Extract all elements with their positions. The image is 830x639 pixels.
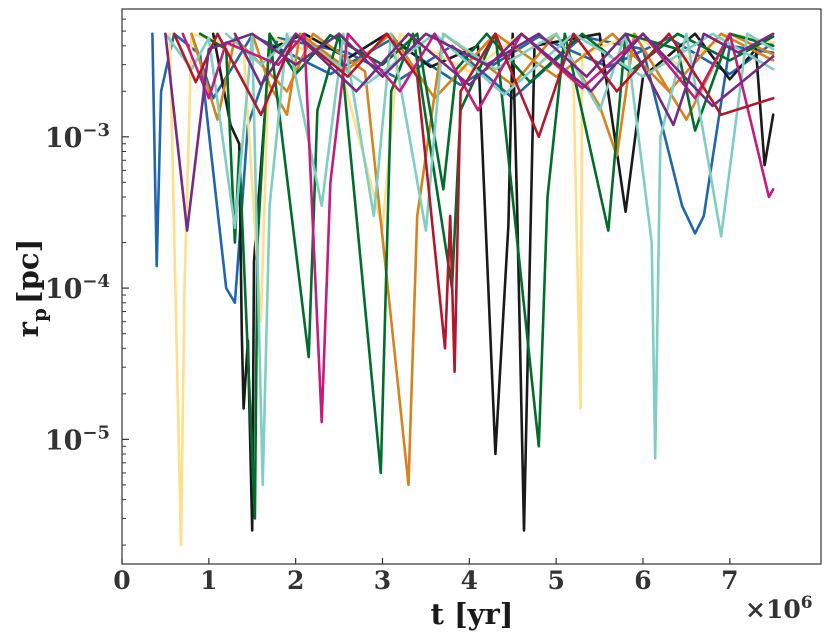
- x-tick-label: 6: [634, 566, 651, 595]
- y-tick-label: 10−3: [45, 120, 110, 154]
- y-axis-title-subscript: p: [27, 308, 51, 322]
- series-line-10: [224, 32, 775, 96]
- series-line-14: [233, 32, 775, 108]
- x-multiplier-exponent: 6: [801, 593, 813, 613]
- y-tick-label: 10−5: [45, 422, 110, 456]
- series-line-3: [211, 32, 775, 532]
- x-tick-label: 7: [721, 566, 738, 595]
- y-tick-exponent: −4: [82, 271, 110, 292]
- x-tick-label: 4: [461, 566, 478, 595]
- y-tick-label: 10−4: [45, 271, 110, 305]
- x-tick-label: 1: [200, 566, 217, 595]
- y-axis-title-base: r: [11, 321, 45, 337]
- x-tick-label: 3: [374, 566, 391, 595]
- series-line-1: [151, 32, 775, 305]
- y-tick-exponent: −5: [82, 422, 110, 443]
- y-tick-base: 10: [45, 123, 83, 154]
- x-multiplier-base: ×10: [745, 595, 801, 624]
- series-layer: [151, 32, 775, 547]
- x-tick-label: 5: [547, 566, 564, 595]
- x-axis-title: t [yr]: [430, 597, 513, 631]
- series-line-6: [250, 32, 775, 116]
- y-axis-title-unit: [pc]: [11, 239, 45, 304]
- x-tick-label: 2: [287, 566, 304, 595]
- y-tick-exponent: −3: [82, 120, 110, 141]
- tick-layer: 0 1 2 3 4 5 6 710−510−410−3: [45, 18, 739, 595]
- series-line-11: [181, 32, 775, 424]
- series-line-12: [172, 32, 775, 374]
- series-line-4: [168, 32, 775, 547]
- y-axis-title: rp [pc]: [11, 239, 51, 338]
- x-axis-multiplier: ×106: [745, 593, 813, 624]
- y-tick-base: 10: [45, 425, 83, 456]
- y-tick-base: 10: [45, 274, 83, 305]
- x-tick-label: 0: [113, 566, 130, 595]
- plot-frame: [121, 8, 822, 565]
